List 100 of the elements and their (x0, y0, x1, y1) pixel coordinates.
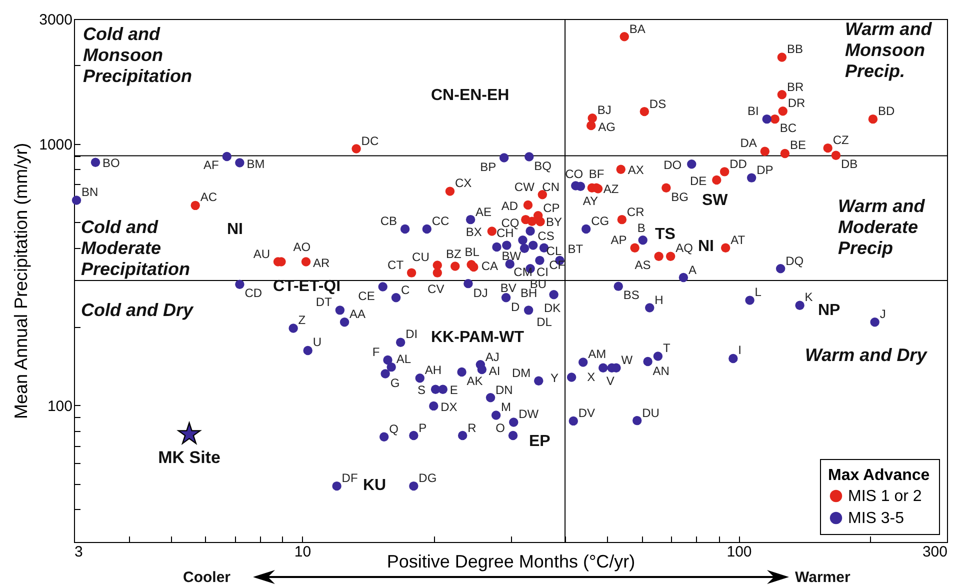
data-label: BN (82, 185, 98, 200)
data-label: AD (501, 199, 518, 214)
legend-label: MIS 1 or 2 (848, 488, 922, 505)
data-label: BJ (597, 103, 612, 118)
data-label: BV (500, 280, 516, 295)
x-tick-label: 300 (922, 544, 948, 560)
annotation: TS (655, 226, 676, 244)
series-label: MK Site (158, 448, 220, 468)
annotation: NI (227, 221, 243, 239)
data-label: BD (878, 104, 895, 118)
data-label: L (754, 285, 762, 300)
legend-title: Max Advance (828, 467, 930, 484)
data-label: K (804, 290, 813, 304)
data-label: BR (786, 80, 804, 94)
data-label: DU (642, 406, 660, 420)
data-label: BX (466, 225, 482, 240)
data-label: V (606, 374, 614, 388)
data-label: AI (488, 364, 500, 378)
data-label: CA (481, 258, 498, 273)
data-label: DI (406, 327, 418, 342)
data-label: Z (298, 313, 306, 328)
data-label: CG (591, 214, 610, 228)
data-label: DT (316, 295, 332, 310)
data-label: BP (480, 160, 496, 174)
data-label: DP (756, 162, 774, 177)
data-label: AP (610, 232, 627, 247)
data-label: J (880, 307, 886, 322)
text: Cooler (183, 569, 231, 586)
data-label: BA (629, 22, 646, 36)
legend-label: MIS 3-5 (848, 510, 904, 527)
data-label: AJ (485, 350, 500, 364)
data-label: DO (664, 158, 682, 172)
x-axis-title: Positive Degree Months (°C/yr) (386, 552, 636, 572)
data-label: DW (518, 407, 539, 422)
data-label: DN (496, 382, 513, 397)
data-label: BO (102, 156, 120, 170)
data-label: U (312, 335, 322, 350)
data-label: R (468, 420, 476, 435)
data-label: AH (424, 363, 442, 378)
data-label: BI (748, 104, 759, 118)
data-label: CV (428, 282, 444, 296)
data-label: H (654, 292, 664, 307)
data-label: DX (440, 400, 458, 414)
data-label: CN (542, 180, 560, 194)
annotation: KU (363, 477, 386, 495)
data-label: AK (466, 374, 483, 388)
annotation: KK-PAM-WT (431, 329, 524, 347)
data-label: O (496, 420, 506, 435)
data-label: DR (788, 96, 806, 110)
data-label: DM (512, 366, 531, 380)
data-label: CE (358, 288, 375, 303)
y-tick-label: 100 (47, 398, 72, 415)
data-label: S (418, 383, 426, 398)
data-label: DV (578, 406, 596, 420)
data-label: DS (649, 96, 666, 111)
data-label: DE (690, 174, 707, 188)
data-label: I (738, 343, 742, 358)
data-label: BM (246, 156, 265, 171)
data-label: AO (293, 240, 311, 254)
data-label: BS (623, 288, 640, 302)
data-label: CR (626, 204, 644, 219)
data-label: AF (204, 158, 219, 172)
data-label: D (511, 300, 520, 314)
data-label: G (390, 376, 400, 390)
data-label: CS (538, 228, 554, 243)
data-label: M (501, 400, 512, 414)
data-label: CC (432, 214, 450, 228)
data-label: AG (598, 120, 616, 134)
annotation: Cold and Dry (81, 300, 194, 321)
data-label: B (637, 221, 646, 236)
data-label: BB (786, 42, 803, 56)
data-label: CO (565, 166, 584, 181)
data-label: CX (454, 176, 472, 190)
data-label: BQ (534, 158, 552, 173)
data-label: CD (244, 286, 262, 300)
data-label: BY (546, 215, 562, 230)
data-label: DJ (473, 286, 488, 300)
data-label: DG (418, 471, 437, 486)
data-label: BL (464, 244, 480, 259)
annotation: Warm and Dry (805, 345, 927, 366)
data-label: CP (543, 200, 560, 215)
annotation: SW (702, 192, 728, 210)
data-label: AC (200, 190, 217, 204)
data-label: AU (253, 246, 270, 261)
data-label: CT (388, 258, 404, 272)
annotation: CN-EN-EH (431, 87, 510, 105)
annotation: NP (818, 302, 840, 320)
data-label: Y (550, 371, 559, 386)
data-label: W (621, 352, 633, 367)
data-label: DD (730, 156, 747, 171)
data-label: C (401, 282, 410, 297)
y-axis-title: Mean Annual Precipitation (mm/yr) (11, 142, 32, 420)
data-label: CZ (832, 133, 849, 148)
data-label: F (372, 344, 380, 359)
data-label: CU (412, 250, 430, 264)
data-label: AA (350, 307, 366, 322)
data-label: Q (389, 422, 398, 436)
annotation: NI (698, 238, 714, 256)
data-label: AN (652, 364, 670, 378)
x-tick-label: 3 (74, 544, 83, 560)
